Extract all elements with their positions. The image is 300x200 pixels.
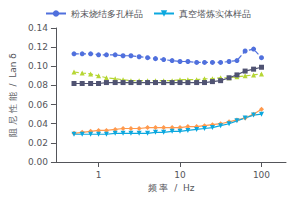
svg-text:0.02: 0.02 (28, 138, 48, 148)
svg-text:0.10: 0.10 (28, 61, 48, 71)
svg-text:0.08: 0.08 (28, 80, 48, 90)
svg-text:真空塔炼实体样品: 真空塔炼实体样品 (179, 9, 251, 19)
svg-text:0.06: 0.06 (28, 100, 48, 110)
svg-text:0.04: 0.04 (28, 119, 48, 129)
svg-text:阻 尼 性 能 / Lan δ: 阻 尼 性 能 / Lan δ (8, 53, 18, 137)
svg-text:0.12: 0.12 (28, 42, 48, 52)
svg-text:0.14: 0.14 (28, 23, 48, 33)
svg-text:0.00: 0.00 (28, 157, 48, 167)
svg-text:10: 10 (174, 170, 186, 180)
svg-text:100: 100 (253, 170, 270, 180)
svg-text:1: 1 (96, 170, 102, 180)
svg-text:频 率 / Hz: 频 率 / Hz (148, 183, 195, 193)
svg-text:粉末烧结多孔样品: 粉末烧结多孔样品 (71, 9, 143, 19)
